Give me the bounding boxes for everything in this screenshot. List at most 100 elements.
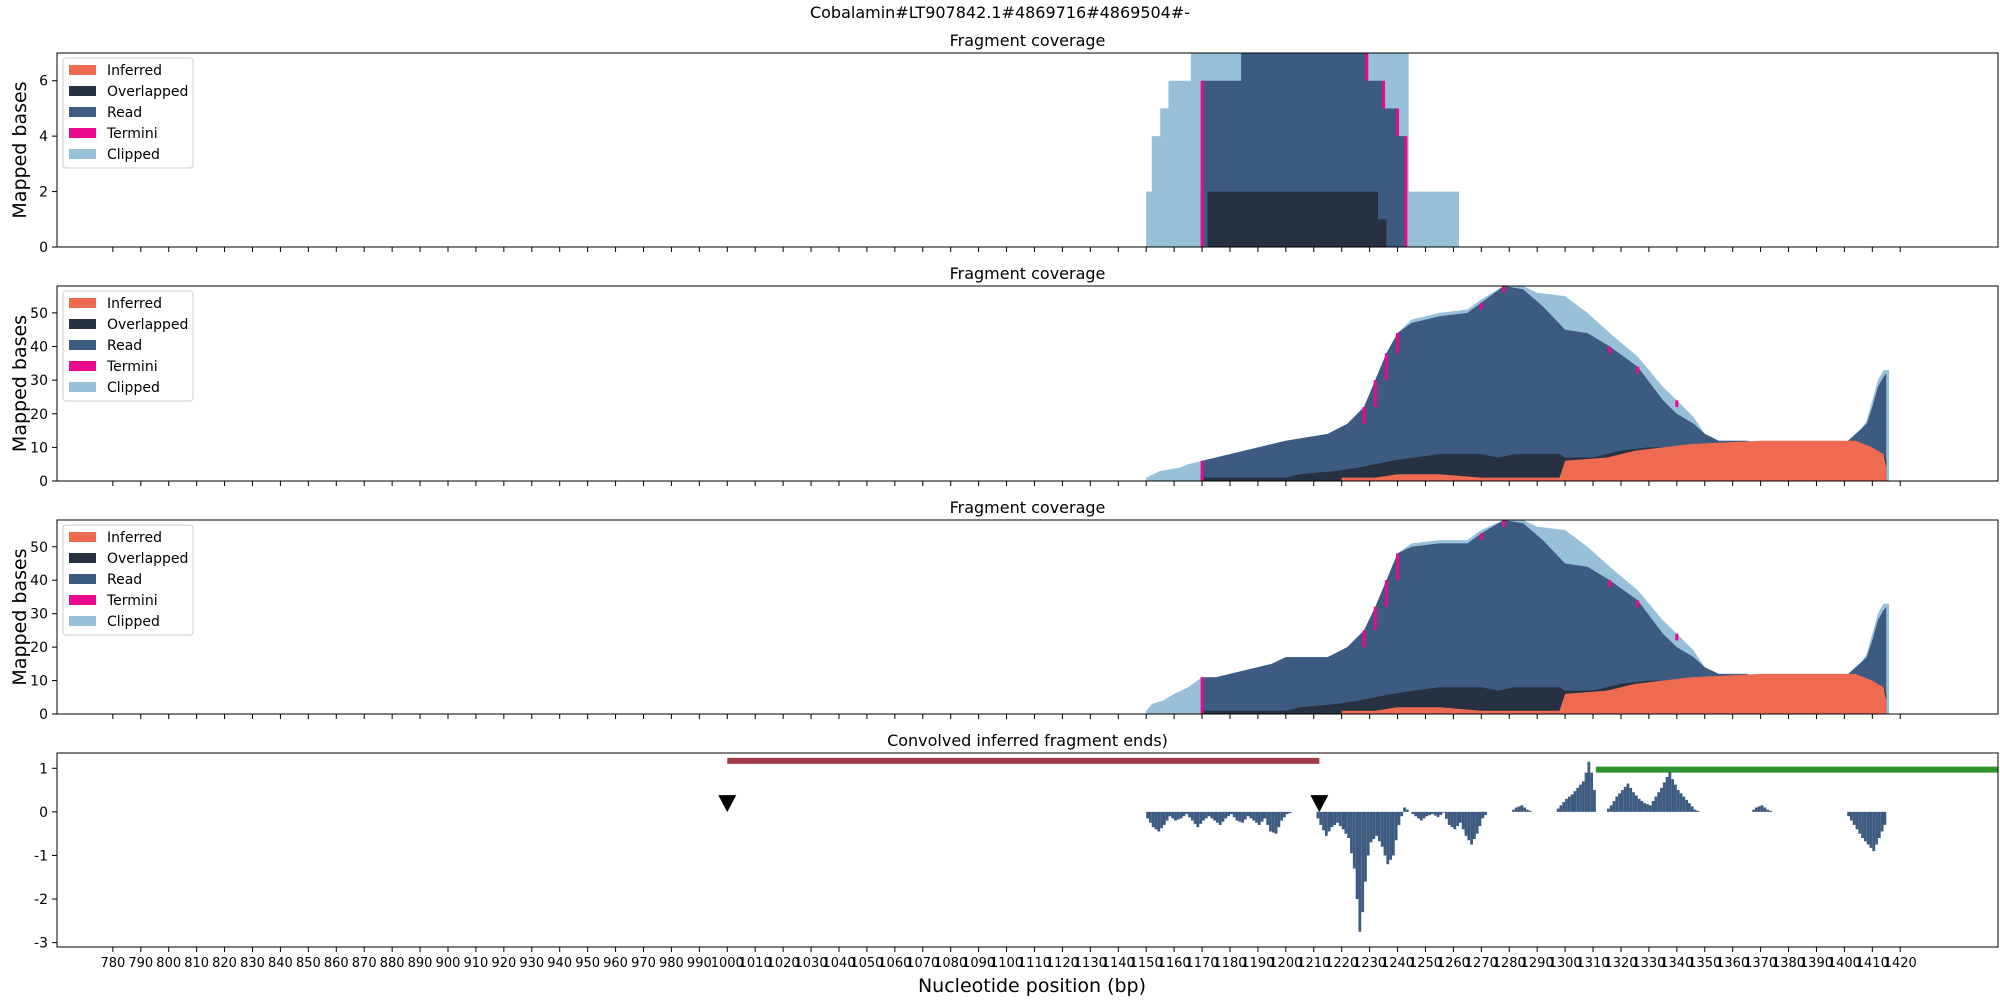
conv-bar <box>1193 811 1197 824</box>
conv-bar <box>1277 811 1281 828</box>
conv-bar <box>1573 791 1577 812</box>
x-tick-label: 1290 <box>1521 956 1554 971</box>
legend-entry: Read <box>107 338 142 354</box>
conv-bar <box>1210 811 1214 819</box>
x-tick-label: 790 <box>128 956 153 971</box>
conv-bar <box>1190 811 1194 821</box>
conv-bar <box>1224 811 1228 819</box>
conv-bar <box>1880 811 1884 832</box>
x-tick-label: 1200 <box>1269 956 1302 971</box>
conv-bar <box>1587 761 1591 812</box>
conv-bar <box>1165 811 1169 821</box>
conv-bar <box>1690 806 1694 812</box>
x-tick-label: 1310 <box>1576 956 1609 971</box>
conv-bar <box>1618 793 1621 812</box>
x-tick-label: 1260 <box>1437 956 1470 971</box>
conv-bar <box>1877 811 1881 839</box>
x-tick-label: 1320 <box>1604 956 1637 971</box>
y-tick-label: 0 <box>39 707 48 723</box>
conv-bar <box>1883 811 1887 825</box>
conv-bar <box>1562 802 1566 812</box>
x-tick-label: 1060 <box>878 956 911 971</box>
conv-bar <box>1229 811 1233 815</box>
conv-bar <box>1609 805 1613 812</box>
conv-bar <box>1352 811 1356 869</box>
conv-bar <box>1676 790 1680 812</box>
conv-bar <box>1188 811 1191 818</box>
y-tick-label: 0 <box>39 240 48 256</box>
conv-bar <box>1662 782 1666 812</box>
x-tick-label: 870 <box>352 956 377 971</box>
conv-bar <box>1350 811 1353 854</box>
panel-title: Fragment coverage <box>950 264 1106 283</box>
conv-bar <box>1386 811 1390 865</box>
conv-bar <box>1266 811 1270 825</box>
conv-bar <box>1863 811 1867 842</box>
legend-entry: Overlapped <box>107 84 188 100</box>
conv-bar <box>1364 811 1367 882</box>
conv-bar <box>1576 787 1580 812</box>
conv-bar <box>1361 811 1365 913</box>
conv-bar <box>1565 798 1568 812</box>
x-tick-label: 910 <box>464 956 489 971</box>
x-tick-label: 1110 <box>1018 956 1051 971</box>
conv-bar <box>1400 811 1404 817</box>
conv-bar <box>1422 811 1426 819</box>
axes-frame <box>56 519 1999 715</box>
conv-bar <box>1866 811 1870 845</box>
conv-bar <box>1668 770 1672 812</box>
conv-bar <box>1274 811 1278 834</box>
legend-swatch <box>69 532 96 542</box>
conv-bar <box>1872 811 1876 852</box>
conv-bar <box>1484 811 1487 816</box>
conv-bar <box>1316 811 1320 819</box>
x-tick-label: 1010 <box>739 956 772 971</box>
conv-bar <box>1665 776 1669 812</box>
conv-bar <box>1584 772 1588 812</box>
conv-bar <box>1327 811 1331 832</box>
conv-bar <box>1246 811 1250 817</box>
conv-bar <box>1344 811 1348 834</box>
legend-entry: Overlapped <box>107 551 188 567</box>
conv-bar <box>1148 811 1152 823</box>
conv-bar <box>1394 811 1398 841</box>
inferred-area <box>1341 440 1887 481</box>
conv-bar <box>1612 800 1616 812</box>
x-tick-label: 930 <box>519 956 544 971</box>
triangle-marker <box>718 795 737 813</box>
x-tick-label: 780 <box>100 956 125 971</box>
x-tick-label: 1030 <box>795 956 828 971</box>
legend-frame <box>62 57 194 169</box>
legend-swatch <box>69 382 96 392</box>
conv-bar <box>1238 811 1242 822</box>
legend-swatch <box>69 149 96 159</box>
inferred-area <box>1341 673 1887 714</box>
overlapped-area <box>1207 191 1387 247</box>
conv-bar <box>1855 811 1859 830</box>
conv-bar <box>1280 811 1284 821</box>
legend: Inferred Overlapped Read Termini Clipped <box>62 524 194 636</box>
conv-bar <box>1450 811 1454 828</box>
conv-bar <box>1257 811 1261 825</box>
conv-bar <box>1852 811 1856 825</box>
legend-frame <box>62 290 194 402</box>
conv-bar <box>1646 804 1649 812</box>
legend: Inferred Overlapped Read Termini Clipped <box>62 290 194 402</box>
x-tick-label: 990 <box>687 956 712 971</box>
conv-bar <box>1869 811 1873 848</box>
conv-bar <box>1151 811 1155 828</box>
conv-bar <box>1640 800 1644 812</box>
y-tick-label: 10 <box>30 440 48 456</box>
conv-bar <box>1216 811 1219 823</box>
legend-swatch <box>69 319 96 329</box>
panel-title: Fragment coverage <box>950 498 1106 517</box>
x-axis-label: Nucleotide position (bp) <box>918 975 1146 997</box>
x-tick-label: 1300 <box>1549 956 1582 971</box>
conv-bar <box>1355 811 1359 900</box>
x-tick-label: 1020 <box>767 956 800 971</box>
legend-swatch <box>69 574 96 584</box>
conv-bar <box>1243 811 1247 820</box>
x-tick-label: 1390 <box>1800 956 1833 971</box>
conv-bar <box>1671 779 1675 812</box>
